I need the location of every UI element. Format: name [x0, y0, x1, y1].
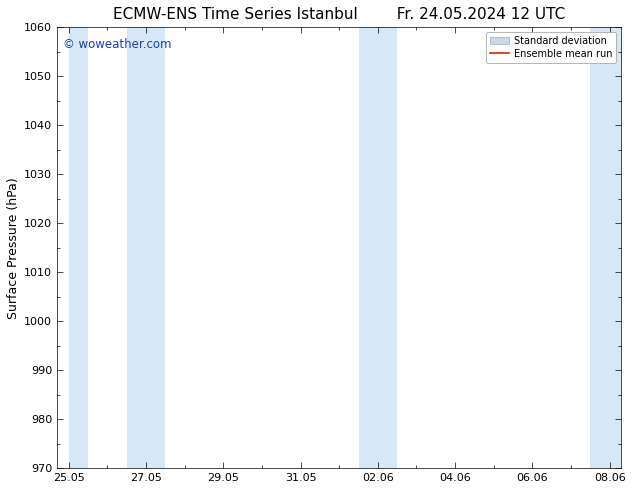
Text: © woweather.com: © woweather.com: [63, 38, 171, 51]
Title: ECMW-ENS Time Series Istanbul        Fr. 24.05.2024 12 UTC: ECMW-ENS Time Series Istanbul Fr. 24.05.…: [113, 7, 566, 22]
Bar: [127, 27, 165, 468]
Legend: Standard deviation, Ensemble mean run: Standard deviation, Ensemble mean run: [486, 32, 616, 63]
Bar: [68, 27, 88, 468]
Bar: [590, 27, 621, 468]
Bar: [358, 27, 397, 468]
Y-axis label: Surface Pressure (hPa): Surface Pressure (hPa): [7, 177, 20, 318]
